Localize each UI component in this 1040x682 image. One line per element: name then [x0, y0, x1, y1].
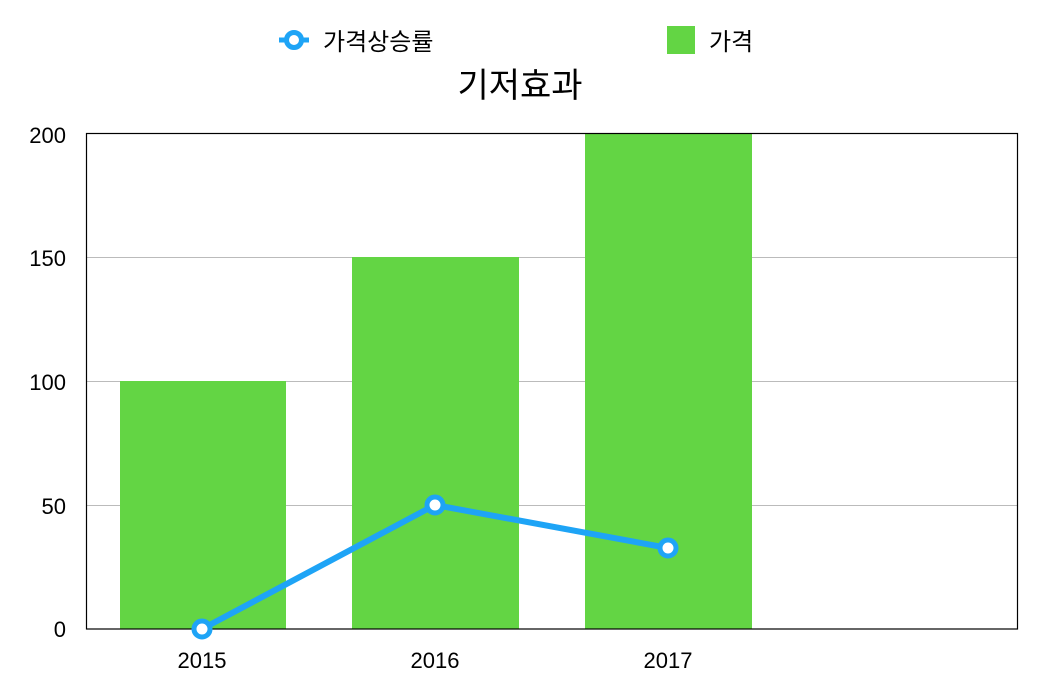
- y-tick-label: 200: [29, 123, 66, 148]
- square-swatch-icon: [667, 25, 695, 54]
- point-2015: [191, 618, 213, 640]
- x-tick-label: 2016: [410, 648, 460, 673]
- line-series: [191, 494, 679, 640]
- x-tick-label: 2017: [643, 648, 693, 673]
- legend-label: 가격상승률: [323, 29, 434, 56]
- bar-2015: [120, 381, 286, 629]
- y-tick-label: 0: [53, 617, 66, 642]
- bar-2016: [352, 257, 519, 629]
- y-tick-label: 150: [29, 246, 66, 271]
- point-2017: [657, 537, 679, 559]
- plot-border: [85, 132, 1019, 630]
- chart-title: 기저효과: [457, 67, 583, 105]
- line-circle-marker-icon: [279, 29, 309, 50]
- legend-item-price-rate: 가격상승률: [279, 22, 433, 57]
- chart-legend: 가격상승률 가격: [0, 22, 1040, 62]
- point-2016: [424, 494, 446, 516]
- y-tick-label: 100: [29, 370, 66, 395]
- legend-item-price: 가격: [667, 22, 753, 57]
- y-tick-label: 50: [41, 494, 66, 519]
- x-tick-label: 2015: [177, 648, 227, 673]
- bars: [120, 134, 752, 629]
- legend-label: 가격: [709, 29, 754, 56]
